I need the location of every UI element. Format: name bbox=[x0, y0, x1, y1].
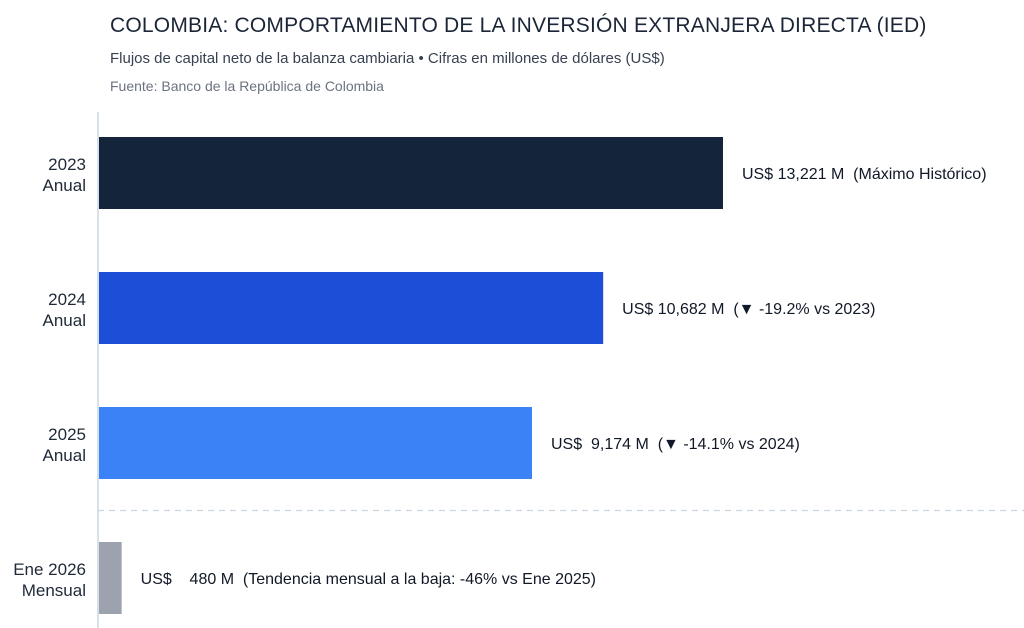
bar-0 bbox=[99, 137, 723, 209]
bar-2 bbox=[99, 407, 532, 479]
chart-subtitle: Flujos de capital neto de la balanza cam… bbox=[110, 50, 665, 67]
category-label-2-line2: Anual bbox=[43, 446, 86, 465]
category-label-3-line1: Ene 2026 bbox=[13, 560, 86, 579]
category-label-0-line1: 2023 bbox=[48, 155, 86, 174]
data-label-3: US$ 480 M (Tendencia mensual a la baja: … bbox=[141, 571, 596, 588]
data-label-0: US$ 13,221 M (Máximo Histórico) bbox=[742, 166, 987, 183]
data-label-2: US$ 9,174 M (▼ -14.1% vs 2024) bbox=[551, 436, 800, 453]
category-label-1-line2: Anual bbox=[43, 311, 86, 330]
data-label-1: US$ 10,682 M (▼ -19.2% vs 2023) bbox=[622, 301, 875, 318]
category-label-1-line1: 2024 bbox=[48, 290, 86, 309]
chart-source: Fuente: Banco de la República de Colombi… bbox=[110, 78, 384, 94]
category-label-0-line2: Anual bbox=[43, 176, 86, 195]
bar-3 bbox=[99, 542, 122, 614]
category-label-3-line2: Mensual bbox=[22, 581, 86, 600]
chart-title: COLOMBIA: COMPORTAMIENTO DE LA INVERSIÓN… bbox=[110, 14, 927, 37]
bar-1 bbox=[99, 272, 604, 344]
category-label-2-line1: 2025 bbox=[48, 425, 86, 444]
